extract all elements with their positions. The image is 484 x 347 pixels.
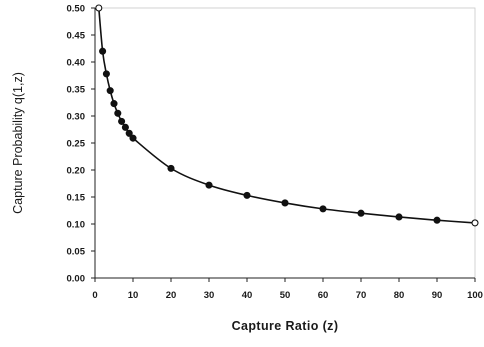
x-tick-label: 90: [432, 290, 443, 301]
y-tick-label: 0.10: [67, 220, 86, 231]
data-point: [95, 4, 103, 12]
y-tick-label: 0.45: [67, 31, 86, 42]
plot-frame: [94, 7, 476, 279]
data-point: [167, 164, 175, 172]
series-point-group: [95, 4, 479, 227]
data-point: [102, 70, 110, 78]
y-tick-label: 0.30: [67, 112, 86, 123]
data-point: [433, 216, 441, 224]
data-point: [243, 191, 251, 199]
data-point: [106, 87, 114, 95]
y-tick-group: 0.00 0.05 0.10 0.15 0.20 0.25 0.30 0.35 0.40 0.45…: [67, 4, 95, 285]
x-axis-label: Capture Ratio (z): [232, 319, 339, 333]
y-tick-label: 0.25: [67, 139, 86, 150]
series-line-group: [98, 7, 476, 224]
y-tick-label: 0.00: [67, 274, 86, 285]
x-tick-label: 80: [394, 290, 405, 301]
x-tick-label: 40: [242, 290, 253, 301]
data-point: [121, 123, 129, 131]
x-tick-label: 30: [204, 290, 215, 301]
series-line: [98, 7, 476, 224]
data-point: [114, 109, 122, 117]
data-point: [129, 134, 137, 142]
x-tick-label: 10: [128, 290, 139, 301]
data-point: [357, 209, 365, 217]
y-tick-label: 0.20: [67, 166, 86, 177]
data-point: [110, 100, 118, 108]
x-tick-label: 50: [280, 290, 291, 301]
y-tick-label: 0.15: [67, 193, 86, 204]
data-point: [395, 213, 403, 221]
y-tick-label: 0.50: [67, 4, 86, 15]
x-tick-group: 0 10 20 30 40 50 60 70 80 90 100: [92, 278, 483, 301]
x-tick-label: 0: [92, 290, 97, 301]
data-point: [205, 181, 213, 189]
x-tick-label: 20: [166, 290, 177, 301]
data-point: [125, 129, 133, 137]
data-point: [471, 219, 479, 227]
data-point: [319, 205, 327, 213]
data-point: [118, 117, 126, 125]
data-point: [281, 199, 289, 207]
y-tick-label: 0.05: [67, 247, 86, 258]
y-axis-label: Capture Probability q(1,z): [11, 72, 25, 214]
x-tick-label: 100: [467, 290, 483, 301]
x-tick-label: 70: [356, 290, 367, 301]
x-tick-label: 60: [318, 290, 329, 301]
y-tick-label: 0.35: [67, 85, 86, 96]
data-point: [99, 47, 107, 55]
y-tick-label: 0.40: [67, 58, 86, 69]
